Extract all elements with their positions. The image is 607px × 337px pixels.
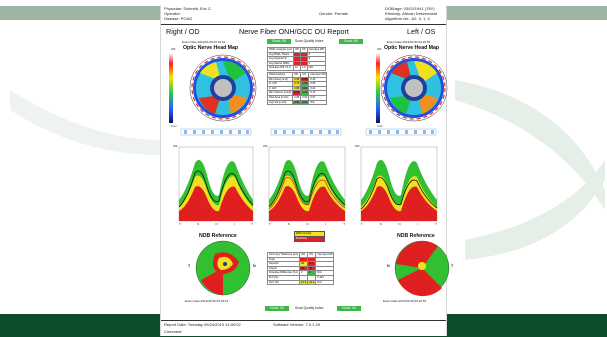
tsnit-axis-od: T S N I T xyxy=(179,222,253,227)
gcc-cell: N/A xyxy=(315,279,335,286)
comment-text: Comment: xyxy=(164,329,183,334)
rnfl-cell: 1.0 xyxy=(299,65,308,71)
tsnit-axis-label: I xyxy=(417,222,419,226)
exam-date-od: Exam Date:2019/01/30 09:19:01 xyxy=(182,40,226,44)
report-footer: Report Date: Tuesday 09/24/2019 14:00:02… xyxy=(161,320,446,336)
gender-text: Gender: Female xyxy=(319,11,348,16)
tsnit-axis-label: T xyxy=(361,222,363,226)
tsnit-axis-label: I xyxy=(325,222,327,226)
gcc-cell: Intra-Eye Difference (S-I) xyxy=(266,270,301,276)
tsnit-axis-label: T xyxy=(343,222,345,226)
background-swoosh xyxy=(455,80,605,260)
tsnit-ymax-od: 200 xyxy=(173,145,178,148)
scan-quality-os-badge: Good: 65 xyxy=(339,39,363,44)
bottom-quality-od-badge: Good: 63 xyxy=(265,306,289,311)
sector-strip-os xyxy=(365,128,437,136)
tsnit-axis-label: N xyxy=(398,222,401,226)
rnfl-cell: N/A xyxy=(306,65,326,71)
onh-cell: Rim Volume (mm3) xyxy=(266,90,294,96)
onh-cell: 0.93 xyxy=(292,99,302,106)
ndb-map-os xyxy=(394,240,450,297)
left-eye-label: Left / OS xyxy=(407,27,436,36)
tsnit-graph-ou xyxy=(268,146,346,222)
tsnit-graph-os xyxy=(360,146,438,222)
onh-cell: 0.60 xyxy=(300,99,310,106)
bottom-exam-date-od: Exam Date:2019/01/30 09:19:19 xyxy=(185,299,229,303)
software-version-text: Software Version: 7.0.1.29 xyxy=(273,322,320,327)
ndb-label-n-od: N xyxy=(253,264,256,268)
scale-top-od: 300 xyxy=(171,48,176,51)
disease-text: Disease: POAG xyxy=(164,16,193,21)
patient-info-bar: Physician: Schmidt, Eric C. Operator: Di… xyxy=(161,5,446,25)
tsnit-axis-os: T S N I T xyxy=(361,222,437,227)
gcc-cell: 12.2 xyxy=(307,279,317,286)
rnfl-analysis-table: RNFL Analysis (um) OD OS Inter-Eye Diff … xyxy=(267,47,326,71)
sector-strip-ou xyxy=(270,128,342,136)
gcc-header-3: Inter-Eye Diff xyxy=(315,252,335,258)
legend-os: Borderline xyxy=(294,236,325,242)
thickness-scale-os xyxy=(376,53,380,123)
tsnit-graph-od xyxy=(178,146,254,222)
right-eye-label: Right / OD xyxy=(166,27,200,36)
tsnit-axis-ou: T S N I T xyxy=(269,222,345,227)
physician-text: Physician: Schmidt, Eric C. xyxy=(164,6,213,11)
scan-quality-od-badge: Good: 55 xyxy=(267,39,291,44)
tsnit-axis-label: S xyxy=(379,222,382,226)
tsnit-axis-label: T xyxy=(269,222,271,226)
operator-text: Operator: xyxy=(164,11,181,16)
rnfl-header-0: RNFL Analysis (um) xyxy=(267,47,294,53)
bottom-quality-os-badge: Good: 64 xyxy=(337,306,361,311)
bottom-quality-label: Scan Quality Index xyxy=(295,306,324,310)
tsnit-axis-label: S xyxy=(197,222,200,226)
tsnit-ymax-os: 200 xyxy=(355,145,360,148)
onh-cell: Cup Vol (mm3) xyxy=(266,99,294,106)
gcc-header-0: GCC Avg Thickness (um) xyxy=(266,252,301,258)
exam-date-os: Exam Date:2019/01/30 09:20:53 xyxy=(387,40,431,44)
ndb-map-od xyxy=(195,240,251,296)
tsnit-axis-label: T xyxy=(179,222,181,226)
scale-bottom-os: 0 um xyxy=(377,125,383,128)
background-swoosh-left xyxy=(10,90,160,155)
sector-strip-od xyxy=(180,128,252,136)
report-title: Nerve Fiber ONH/GCC OU Report xyxy=(239,27,349,36)
tsnit-axis-label: I xyxy=(234,222,235,226)
ethnicity-text: Ethnicity: African Descendant xyxy=(385,11,438,16)
tsnit-axis-label: S xyxy=(287,222,290,226)
bottom-exam-date-os: Exam Date:2019/01/30 09:20:53 xyxy=(383,299,427,303)
onh-map-title-od: Optic Nerve Head Map xyxy=(183,45,239,51)
scan-quality-label: Scan Quality Index xyxy=(295,39,324,43)
report-page: Physician: Schmidt, Eric C. Operator: Di… xyxy=(160,5,453,336)
onh-analysis-table: ONH Analysis OD OS Inter-Eye Diff Rim Ar… xyxy=(266,72,328,106)
onh-cell: N/A xyxy=(308,99,328,106)
onh-header-3: Inter-Eye Diff xyxy=(308,72,328,78)
ndb-label-t-os: T xyxy=(451,264,454,268)
onh-map-title-os: Optic Nerve Head Map xyxy=(384,45,440,51)
rnfl-cell: Intra-Eye Diff. (S-I) xyxy=(267,65,294,71)
ndb-title-od: NDB Reference xyxy=(199,233,237,239)
algorithm-text: Algorithm ver.: A2, 3, 1, 4 xyxy=(385,16,430,21)
tsnit-axis-label: T xyxy=(435,222,437,226)
ndb-title-os: NDB Reference xyxy=(397,233,435,239)
onh-map-od xyxy=(189,54,257,122)
rnfl-cell: Avg RNFL Thickn. xyxy=(267,51,294,58)
gcc-table: GCC Avg Thickness (um) OD OS Inter-Eye D… xyxy=(266,252,335,286)
gcc-cell: 10.9 xyxy=(299,279,309,286)
ndb-label-n-os: N xyxy=(387,264,390,268)
dob-text: DOB/age: 03/02/1941 (78Y) xyxy=(385,6,435,11)
ndb-label-t-od: T xyxy=(188,264,191,268)
tsnit-ymax-ou: 200 xyxy=(263,145,268,148)
scale-top-os: 300 xyxy=(377,48,382,51)
tsnit-axis-label: N xyxy=(306,222,309,226)
tsnit-axis-label: N xyxy=(215,222,218,226)
onh-map-os xyxy=(380,54,448,122)
rnfl-header-3: Inter-Eye Diff xyxy=(306,47,326,53)
thickness-scale-od xyxy=(169,53,173,123)
report-date-text: Report Date: Tuesday 09/24/2019 14:00:02 xyxy=(164,322,241,327)
rnfl-cell: 11 xyxy=(292,65,301,71)
tsnit-axis-label: T xyxy=(251,222,253,226)
scale-bottom-od: 0 um xyxy=(171,125,177,128)
gcc-cell: GLV (%) xyxy=(266,279,301,286)
